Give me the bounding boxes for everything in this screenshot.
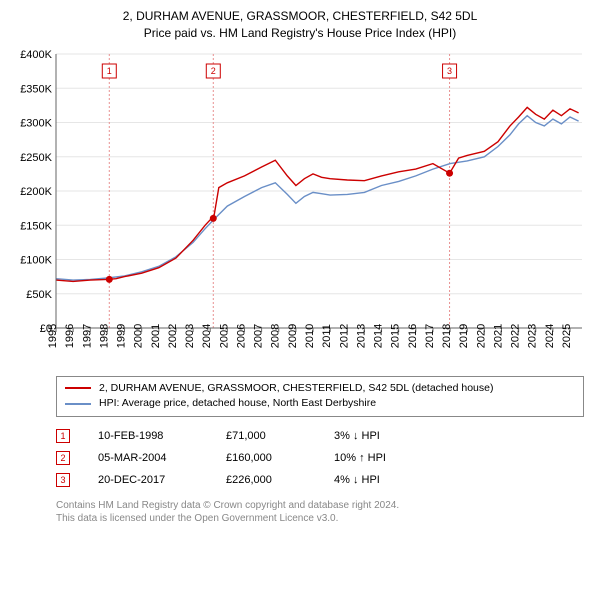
svg-text:1996: 1996 — [64, 323, 76, 347]
svg-text:2022: 2022 — [510, 323, 522, 347]
footer-line1: Contains HM Land Registry data © Crown c… — [56, 499, 584, 512]
sales-row: 1 10-FEB-1998 £71,000 3% ↓ HPI — [56, 425, 584, 447]
footer-line2: This data is licensed under the Open Gov… — [56, 512, 584, 525]
sale-date: 20-DEC-2017 — [98, 469, 198, 491]
svg-text:2016: 2016 — [407, 323, 419, 347]
svg-text:1998: 1998 — [98, 323, 110, 347]
sale-marker-badge: 2 — [56, 451, 70, 465]
svg-text:2010: 2010 — [304, 323, 316, 347]
svg-text:2011: 2011 — [321, 324, 333, 348]
line-chart-svg: £0£50K£100K£150K£200K£250K£300K£350K£400… — [12, 50, 588, 370]
svg-text:£150K: £150K — [20, 220, 52, 232]
svg-text:2014: 2014 — [373, 323, 385, 347]
chart-title-line1: 2, DURHAM AVENUE, GRASSMOOR, CHESTERFIEL… — [12, 8, 588, 25]
svg-text:2002: 2002 — [167, 323, 179, 347]
svg-text:2005: 2005 — [218, 323, 230, 347]
svg-text:£250K: £250K — [20, 151, 52, 163]
legend-label: HPI: Average price, detached house, Nort… — [99, 396, 376, 412]
legend: 2, DURHAM AVENUE, GRASSMOOR, CHESTERFIEL… — [56, 376, 584, 418]
svg-text:1997: 1997 — [81, 323, 93, 347]
svg-text:2015: 2015 — [390, 323, 402, 347]
legend-item: HPI: Average price, detached house, Nort… — [65, 396, 575, 412]
sales-row: 3 20-DEC-2017 £226,000 4% ↓ HPI — [56, 469, 584, 491]
svg-text:£50K: £50K — [26, 288, 52, 300]
svg-text:1995: 1995 — [47, 323, 59, 347]
svg-text:3: 3 — [447, 66, 452, 76]
sale-date: 10-FEB-1998 — [98, 425, 198, 447]
svg-text:2025: 2025 — [561, 323, 573, 347]
chart-container: 2, DURHAM AVENUE, GRASSMOOR, CHESTERFIEL… — [0, 0, 600, 533]
svg-text:2008: 2008 — [270, 323, 282, 347]
svg-text:2024: 2024 — [544, 323, 556, 347]
svg-text:2: 2 — [211, 66, 216, 76]
svg-text:2004: 2004 — [201, 323, 213, 347]
svg-text:2021: 2021 — [492, 323, 504, 347]
svg-text:2006: 2006 — [235, 323, 247, 347]
svg-text:£200K: £200K — [20, 186, 52, 198]
sales-table: 1 10-FEB-1998 £71,000 3% ↓ HPI 2 05-MAR-2004 £… — [56, 425, 584, 491]
sale-marker-badge: 3 — [56, 473, 70, 487]
svg-text:£400K: £400K — [20, 50, 52, 61]
legend-label: 2, DURHAM AVENUE, GRASSMOOR, CHESTERFIEL… — [99, 381, 493, 397]
sale-price: £226,000 — [226, 469, 306, 491]
sale-price: £160,000 — [226, 447, 306, 469]
svg-text:2019: 2019 — [458, 323, 470, 347]
sale-date: 05-MAR-2004 — [98, 447, 198, 469]
svg-text:2003: 2003 — [184, 323, 196, 347]
sale-delta: 4% ↓ HPI — [334, 469, 434, 491]
legend-swatch — [65, 387, 91, 389]
legend-item: 2, DURHAM AVENUE, GRASSMOOR, CHESTERFIEL… — [65, 381, 575, 397]
svg-text:2009: 2009 — [287, 323, 299, 347]
svg-text:2023: 2023 — [527, 323, 539, 347]
sale-marker-badge: 1 — [56, 429, 70, 443]
svg-text:2013: 2013 — [355, 323, 367, 347]
svg-text:1: 1 — [107, 66, 112, 76]
svg-text:£300K: £300K — [20, 117, 52, 129]
sale-delta: 3% ↓ HPI — [334, 425, 434, 447]
svg-text:£350K: £350K — [20, 83, 52, 95]
svg-text:£100K: £100K — [20, 254, 52, 266]
svg-text:1999: 1999 — [116, 323, 128, 347]
svg-text:2020: 2020 — [475, 323, 487, 347]
svg-text:2007: 2007 — [253, 323, 265, 347]
svg-text:2012: 2012 — [338, 323, 350, 347]
sales-row: 2 05-MAR-2004 £160,000 10% ↑ HPI — [56, 447, 584, 469]
legend-swatch — [65, 403, 91, 405]
footer-attribution: Contains HM Land Registry data © Crown c… — [56, 499, 584, 525]
sale-delta: 10% ↑ HPI — [334, 447, 434, 469]
chart-plot: £0£50K£100K£150K£200K£250K£300K£350K£400… — [12, 50, 588, 370]
svg-text:2001: 2001 — [150, 323, 162, 347]
chart-title-line2: Price paid vs. HM Land Registry's House … — [12, 25, 588, 42]
svg-text:2000: 2000 — [133, 323, 145, 347]
svg-text:2018: 2018 — [441, 323, 453, 347]
sale-price: £71,000 — [226, 425, 306, 447]
svg-text:2017: 2017 — [424, 323, 436, 347]
